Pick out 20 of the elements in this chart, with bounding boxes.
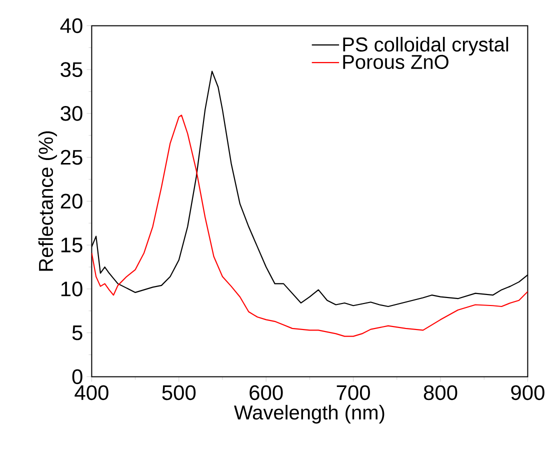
legend-label: PS colloidal crystal bbox=[343, 36, 508, 56]
y-tick-label: 10 bbox=[61, 282, 82, 296]
y-tick-label: 20 bbox=[60, 194, 82, 209]
legend-label: Porous ZnO bbox=[343, 54, 448, 70]
y-tick-label: 5 bbox=[72, 325, 82, 340]
x-tick-label: 400 bbox=[74, 385, 108, 400]
y-tick-label: 35 bbox=[60, 62, 82, 78]
y-axis-title: Reflectance (%) bbox=[38, 131, 57, 271]
x-tick-label: 500 bbox=[162, 385, 196, 400]
y-tick-label: 0 bbox=[72, 369, 82, 384]
line-series bbox=[92, 114, 528, 337]
x-tick-label: 600 bbox=[250, 385, 283, 400]
x-tick-label: 800 bbox=[424, 385, 458, 400]
y-tick-label: 25 bbox=[60, 150, 82, 165]
y-tick-label: 15 bbox=[61, 238, 82, 252]
y-tick-label: 40 bbox=[60, 18, 82, 34]
x-tick-label: 900 bbox=[511, 385, 544, 400]
y-tick-label: 30 bbox=[60, 106, 82, 121]
x-tick-label: 700 bbox=[336, 385, 370, 400]
x-axis-title: Wavelength (nm) bbox=[234, 404, 384, 424]
